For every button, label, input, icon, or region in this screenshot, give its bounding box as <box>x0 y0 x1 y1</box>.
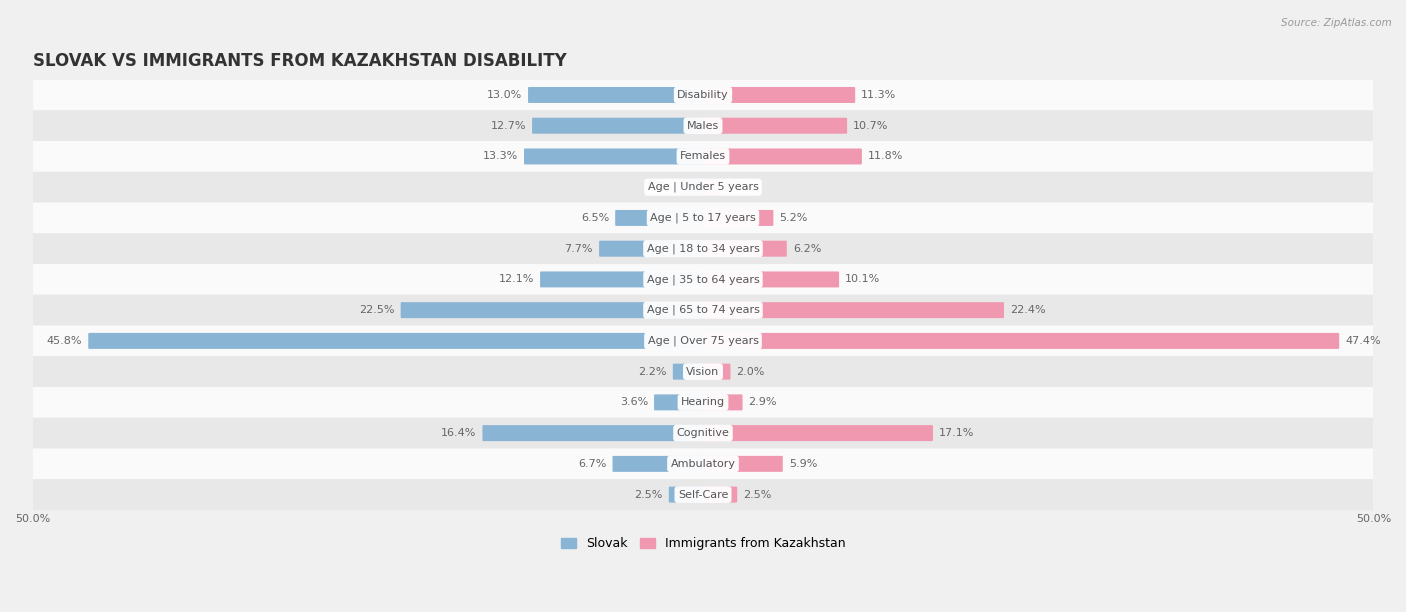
FancyBboxPatch shape <box>703 87 855 103</box>
Text: 10.7%: 10.7% <box>853 121 889 131</box>
Text: 17.1%: 17.1% <box>939 428 974 438</box>
FancyBboxPatch shape <box>654 394 703 411</box>
Text: 7.7%: 7.7% <box>565 244 593 254</box>
Text: Males: Males <box>688 121 718 131</box>
Text: 5.2%: 5.2% <box>779 213 808 223</box>
Text: Age | 65 to 74 years: Age | 65 to 74 years <box>647 305 759 315</box>
Text: Age | 18 to 34 years: Age | 18 to 34 years <box>647 244 759 254</box>
FancyBboxPatch shape <box>32 264 1374 295</box>
FancyBboxPatch shape <box>529 87 703 103</box>
FancyBboxPatch shape <box>703 241 787 256</box>
Text: 13.0%: 13.0% <box>486 90 522 100</box>
Text: Age | Under 5 years: Age | Under 5 years <box>648 182 758 192</box>
Text: 1.7%: 1.7% <box>645 182 673 192</box>
Text: 2.5%: 2.5% <box>744 490 772 499</box>
FancyBboxPatch shape <box>613 456 703 472</box>
Text: 45.8%: 45.8% <box>46 336 82 346</box>
Text: Source: ZipAtlas.com: Source: ZipAtlas.com <box>1281 18 1392 28</box>
FancyBboxPatch shape <box>703 364 731 379</box>
Text: 3.6%: 3.6% <box>620 397 648 408</box>
Text: SLOVAK VS IMMIGRANTS FROM KAZAKHSTAN DISABILITY: SLOVAK VS IMMIGRANTS FROM KAZAKHSTAN DIS… <box>32 52 567 70</box>
FancyBboxPatch shape <box>32 172 1374 203</box>
Text: Ambulatory: Ambulatory <box>671 459 735 469</box>
FancyBboxPatch shape <box>524 149 703 165</box>
FancyBboxPatch shape <box>540 272 703 288</box>
Text: Age | 5 to 17 years: Age | 5 to 17 years <box>650 213 756 223</box>
FancyBboxPatch shape <box>616 210 703 226</box>
FancyBboxPatch shape <box>703 425 934 441</box>
FancyBboxPatch shape <box>703 302 1004 318</box>
FancyBboxPatch shape <box>703 210 773 226</box>
Text: 11.3%: 11.3% <box>862 90 897 100</box>
FancyBboxPatch shape <box>669 487 703 502</box>
Legend: Slovak, Immigrants from Kazakhstan: Slovak, Immigrants from Kazakhstan <box>555 532 851 555</box>
FancyBboxPatch shape <box>673 364 703 379</box>
FancyBboxPatch shape <box>32 449 1374 479</box>
Text: 2.9%: 2.9% <box>748 397 778 408</box>
Text: 47.4%: 47.4% <box>1346 336 1381 346</box>
Text: 10.1%: 10.1% <box>845 274 880 285</box>
FancyBboxPatch shape <box>32 203 1374 233</box>
Text: 5.9%: 5.9% <box>789 459 817 469</box>
Text: Females: Females <box>681 151 725 162</box>
FancyBboxPatch shape <box>531 118 703 133</box>
Text: 13.3%: 13.3% <box>482 151 517 162</box>
Text: 16.4%: 16.4% <box>441 428 477 438</box>
FancyBboxPatch shape <box>703 118 848 133</box>
Text: Age | 35 to 64 years: Age | 35 to 64 years <box>647 274 759 285</box>
FancyBboxPatch shape <box>703 394 742 411</box>
FancyBboxPatch shape <box>679 179 703 195</box>
FancyBboxPatch shape <box>703 456 783 472</box>
FancyBboxPatch shape <box>703 487 737 502</box>
FancyBboxPatch shape <box>32 110 1374 141</box>
Text: 12.7%: 12.7% <box>491 121 526 131</box>
Text: Hearing: Hearing <box>681 397 725 408</box>
FancyBboxPatch shape <box>32 387 1374 418</box>
Text: 2.2%: 2.2% <box>638 367 666 376</box>
Text: 6.5%: 6.5% <box>581 213 609 223</box>
Text: 12.1%: 12.1% <box>499 274 534 285</box>
FancyBboxPatch shape <box>703 272 839 288</box>
Text: 22.5%: 22.5% <box>359 305 395 315</box>
Text: 6.7%: 6.7% <box>578 459 606 469</box>
Text: Disability: Disability <box>678 90 728 100</box>
FancyBboxPatch shape <box>703 149 862 165</box>
Text: Cognitive: Cognitive <box>676 428 730 438</box>
Text: 11.8%: 11.8% <box>868 151 903 162</box>
Text: 2.0%: 2.0% <box>737 367 765 376</box>
FancyBboxPatch shape <box>32 418 1374 449</box>
FancyBboxPatch shape <box>482 425 703 441</box>
FancyBboxPatch shape <box>32 326 1374 356</box>
Text: 2.5%: 2.5% <box>634 490 662 499</box>
FancyBboxPatch shape <box>89 333 703 349</box>
FancyBboxPatch shape <box>32 479 1374 510</box>
FancyBboxPatch shape <box>32 233 1374 264</box>
Text: 6.2%: 6.2% <box>793 244 821 254</box>
FancyBboxPatch shape <box>401 302 703 318</box>
FancyBboxPatch shape <box>32 295 1374 326</box>
FancyBboxPatch shape <box>32 141 1374 172</box>
FancyBboxPatch shape <box>703 333 1339 349</box>
FancyBboxPatch shape <box>32 80 1374 110</box>
Text: 1.1%: 1.1% <box>724 182 752 192</box>
Text: Self-Care: Self-Care <box>678 490 728 499</box>
FancyBboxPatch shape <box>703 179 718 195</box>
Text: 22.4%: 22.4% <box>1010 305 1046 315</box>
Text: Vision: Vision <box>686 367 720 376</box>
Text: Age | Over 75 years: Age | Over 75 years <box>648 335 758 346</box>
FancyBboxPatch shape <box>32 356 1374 387</box>
FancyBboxPatch shape <box>599 241 703 256</box>
